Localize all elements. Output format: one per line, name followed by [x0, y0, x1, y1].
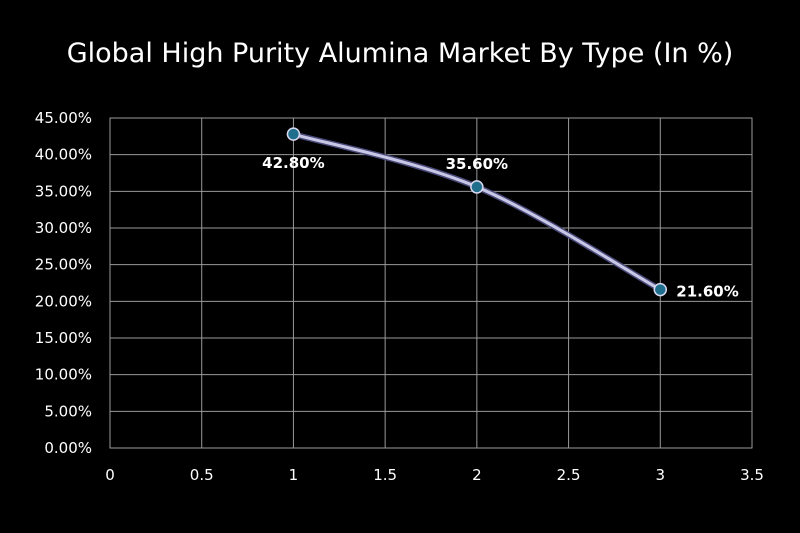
x-tick-label: 1: [289, 466, 299, 484]
y-tick-label: 20.00%: [35, 292, 92, 310]
y-tick-label: 40.00%: [35, 146, 92, 164]
y-tick-label: 0.00%: [44, 439, 92, 457]
data-point[interactable]: [653, 282, 668, 297]
y-tick-label: 45.00%: [35, 109, 92, 127]
x-tick-label: 3: [656, 466, 666, 484]
y-tick-label: 30.00%: [35, 219, 92, 237]
y-tick-label: 35.00%: [35, 182, 92, 200]
y-tick-label: 25.00%: [35, 256, 92, 274]
y-tick-label: 15.00%: [35, 329, 92, 347]
data-point[interactable]: [286, 127, 301, 141]
x-tick-label: 3.5: [740, 466, 764, 484]
data-point[interactable]: [470, 180, 484, 194]
data-label: 35.60%: [446, 155, 508, 173]
y-tick-label: 10.00%: [35, 366, 92, 384]
x-tick-label: 2.5: [557, 466, 581, 484]
x-tick-label: 2: [472, 466, 482, 484]
data-label: 42.80%: [262, 154, 324, 172]
chart-title: Global High Purity Alumina Market By Typ…: [66, 38, 734, 69]
y-tick-label: 5.00%: [44, 402, 92, 420]
data-label: 21.60%: [676, 283, 738, 301]
x-tick-label: 0.5: [190, 466, 214, 484]
x-tick-label: 1.5: [373, 466, 397, 484]
x-tick-label: 0: [105, 466, 115, 484]
